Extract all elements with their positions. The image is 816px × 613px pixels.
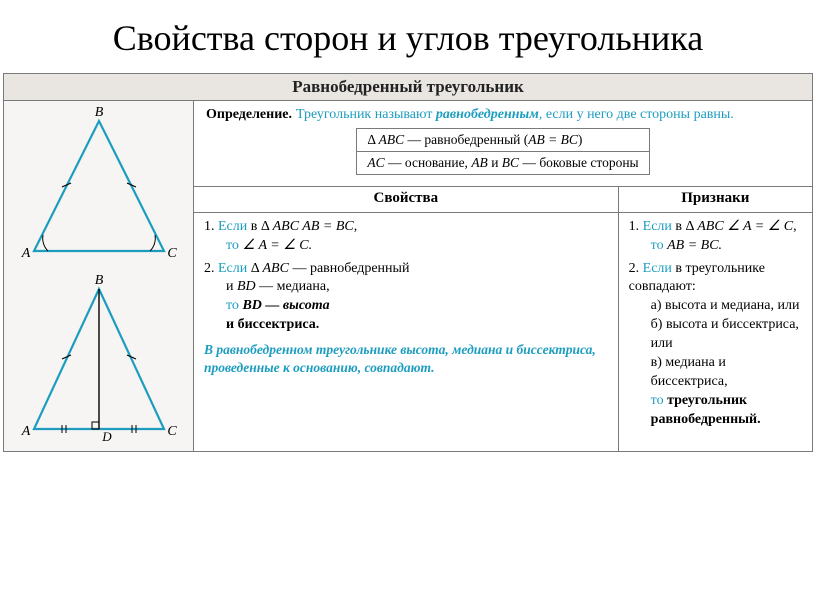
page-title: Свойства сторон и углов треугольника bbox=[0, 0, 816, 73]
label-B: B bbox=[94, 105, 103, 120]
triangle-median-icon: B A C D bbox=[14, 271, 184, 449]
table-banner: Равнобедренный треугольник bbox=[4, 74, 813, 101]
definition-text-2: , если у него две стороны равны. bbox=[539, 107, 734, 122]
properties-cell: 1. Если в Δ ABC AB = BC, то ∠ A = ∠ C. 2… bbox=[194, 212, 619, 452]
main-reference-table: Равнобедренный треугольник B A C bbox=[3, 73, 813, 452]
label-A: A bbox=[20, 246, 30, 261]
definition-inner-table: Δ ABC — равнобедренный (AB = BC) AC — ос… bbox=[356, 128, 649, 175]
label-A2: A bbox=[20, 424, 30, 439]
label-C2: C bbox=[167, 424, 177, 439]
inner-row-1: Δ ABC — равнобедренный (AB = BC) bbox=[357, 129, 649, 152]
properties-header: Свойства bbox=[194, 187, 619, 212]
signs-cell: 1. Если в Δ ABC ∠ A = ∠ C, то AB = BC. 2… bbox=[618, 212, 812, 452]
label-C: C bbox=[167, 246, 177, 261]
inner-row-2: AC — основание, AB и BC — боковые сторон… bbox=[357, 152, 649, 175]
label-D: D bbox=[101, 429, 112, 444]
triangle-isosceles-icon: B A C bbox=[14, 103, 184, 271]
definition-emph: равнобедренным bbox=[436, 107, 539, 122]
definition-text-1: Треугольник называют bbox=[296, 107, 436, 122]
definition-cell: Определение. Треугольник называют равноб… bbox=[194, 101, 813, 187]
figure-column: B A C B A C D bbox=[4, 101, 194, 452]
signs-header: Признаки bbox=[618, 187, 812, 212]
definition-label: Определение. bbox=[206, 107, 292, 122]
label-B2: B bbox=[94, 273, 103, 288]
properties-footnote: В равнобедренном треугольнике высота, ме… bbox=[204, 341, 610, 376]
